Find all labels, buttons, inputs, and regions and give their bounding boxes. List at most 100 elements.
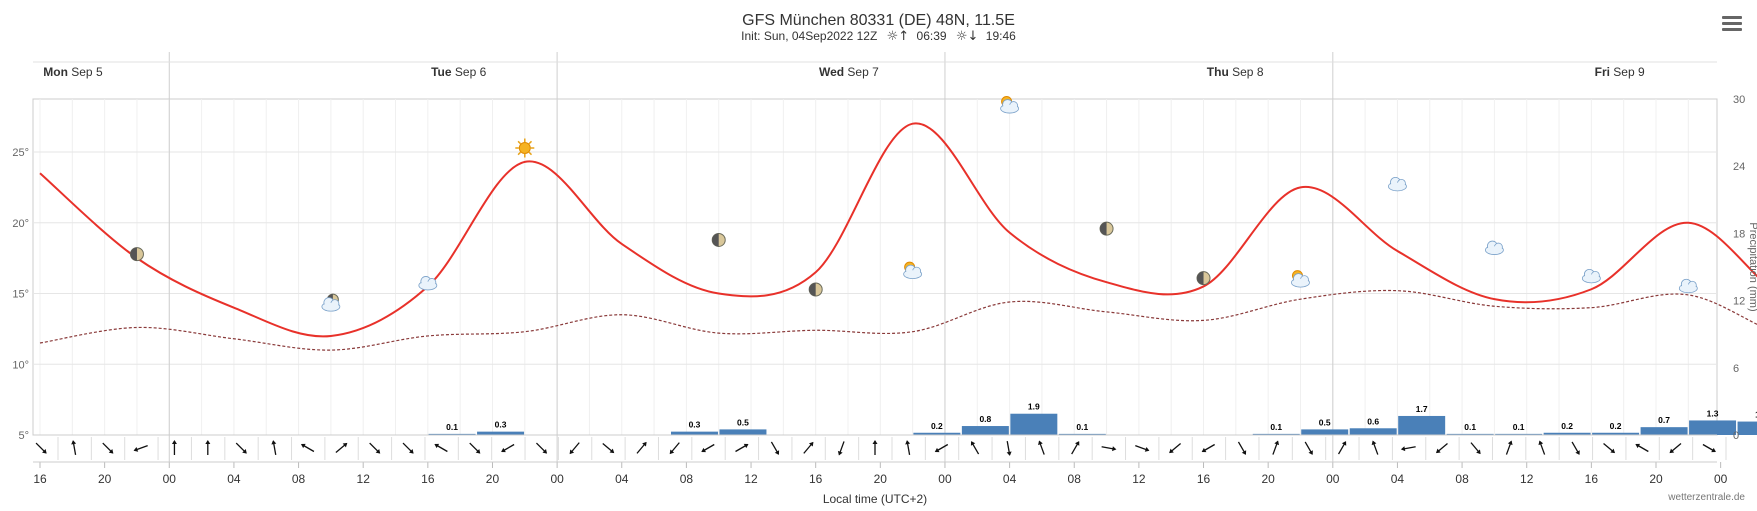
credit-label: wetterzentrale.de bbox=[1667, 492, 1745, 503]
x-tick-label: 20 bbox=[486, 472, 500, 486]
precip-label: 1.2 bbox=[1755, 410, 1757, 420]
sunrise-icon: ☼↑ bbox=[886, 29, 910, 44]
wind-arrow-icon bbox=[934, 443, 949, 453]
y-left-tick-label: 15° bbox=[12, 289, 29, 301]
precip-label: 0.2 bbox=[1610, 421, 1622, 431]
precip-label: 0.5 bbox=[737, 417, 749, 427]
precip-bar bbox=[428, 433, 476, 435]
sunset-time: 19:46 bbox=[985, 29, 1016, 43]
wind-arrow-icon bbox=[1702, 443, 1716, 453]
wind-arrow-icon bbox=[735, 443, 749, 453]
x-tick-label: 00 bbox=[550, 472, 564, 486]
day-label: Thu Sep 8 bbox=[1207, 65, 1264, 79]
x-tick-label: 12 bbox=[357, 472, 371, 486]
x-tick-label: 08 bbox=[1068, 472, 1082, 486]
wind-arrow-icon bbox=[1169, 443, 1182, 454]
wind-arrow-icon bbox=[1538, 440, 1546, 455]
precip-bar bbox=[1252, 433, 1300, 435]
wind-arrow-icon bbox=[1237, 441, 1247, 455]
x-tick-label: 00 bbox=[938, 472, 952, 486]
precip-label: 0.5 bbox=[1319, 417, 1331, 427]
day-date: Sep 9 bbox=[1610, 65, 1645, 79]
precip-bar bbox=[1058, 433, 1106, 435]
x-tick-label: 04 bbox=[1003, 472, 1017, 486]
x-axis-title: Local time (UTC+2) bbox=[823, 492, 927, 506]
y-left-tick-label: 10° bbox=[12, 359, 29, 371]
precip-bar bbox=[1495, 433, 1543, 435]
precip-bar bbox=[1689, 420, 1737, 435]
x-tick-label: 16 bbox=[1197, 472, 1211, 486]
wind-arrow-icon bbox=[602, 443, 615, 454]
precip-label: 0.7 bbox=[1658, 415, 1670, 425]
wind-arrow-icon bbox=[1337, 441, 1347, 455]
precip-label: 0.1 bbox=[1076, 422, 1088, 432]
precip-label: 1.7 bbox=[1416, 404, 1428, 414]
wind-arrow-icon bbox=[1038, 440, 1045, 455]
hamburger-menu-icon[interactable] bbox=[1722, 16, 1742, 32]
y-right-tick-label: 0 bbox=[1733, 430, 1739, 442]
y-left-tick-label: 25° bbox=[12, 147, 29, 159]
wind-arrow-icon bbox=[300, 443, 315, 453]
day-date: Sep 7 bbox=[844, 65, 879, 79]
wind-arrow-icon bbox=[102, 442, 114, 454]
precip-bar bbox=[1010, 413, 1058, 435]
precip-label: 0.2 bbox=[1561, 421, 1573, 431]
wind-arrow-icon bbox=[501, 443, 515, 453]
wind-arrow-icon bbox=[369, 442, 381, 454]
x-tick-label: 16 bbox=[421, 472, 435, 486]
cloud-icon bbox=[1678, 278, 1698, 294]
cloud-icon bbox=[1485, 240, 1504, 255]
day-name: Wed bbox=[819, 65, 844, 79]
day-date: Sep 8 bbox=[1229, 65, 1264, 79]
wind-arrow-icon bbox=[434, 443, 448, 453]
plot-frame bbox=[32, 98, 1718, 436]
moon-icon bbox=[808, 282, 823, 297]
moon-icon bbox=[1099, 221, 1114, 236]
x-tick-label: 08 bbox=[1455, 472, 1469, 486]
wind-arrow-icon bbox=[1470, 442, 1481, 455]
precip-bar bbox=[1640, 427, 1688, 435]
sunset-icon: ☼↓ bbox=[955, 29, 979, 44]
day-label: Tue Sep 6 bbox=[431, 65, 486, 79]
day-name: Tue bbox=[431, 65, 452, 79]
y-left-tick-label: 5° bbox=[18, 430, 29, 442]
x-tick-label: 12 bbox=[1520, 472, 1534, 486]
y-right-axis-title: Precipitation (mm) bbox=[1747, 222, 1757, 311]
x-tick-label: 12 bbox=[744, 472, 758, 486]
precip-label: 0.1 bbox=[446, 422, 458, 432]
wind-arrow-icon bbox=[1006, 440, 1012, 456]
wind-arrow-icon bbox=[1603, 443, 1616, 454]
y-right-tick-label: 12 bbox=[1733, 296, 1745, 308]
precip-label: 0.3 bbox=[689, 420, 701, 430]
precip-label: 0.1 bbox=[1513, 422, 1525, 432]
precip-bar bbox=[1398, 415, 1446, 435]
x-tick-label: 00 bbox=[1714, 472, 1728, 486]
wind-arrow-icon bbox=[701, 443, 715, 453]
x-tick-label: 00 bbox=[1326, 472, 1340, 486]
wind-arrow-icon bbox=[970, 441, 980, 455]
x-tick-label: 04 bbox=[1391, 472, 1405, 486]
x-tick-label: 20 bbox=[1261, 472, 1275, 486]
wind-arrow-icon bbox=[535, 442, 548, 454]
wind-arrow-icon bbox=[1304, 441, 1313, 455]
precip-bar bbox=[670, 431, 718, 435]
y-right-tick-label: 6 bbox=[1733, 363, 1739, 375]
precip-label: 0.1 bbox=[1464, 422, 1476, 432]
wind-arrow-icon bbox=[1071, 441, 1080, 455]
wind-arrow-icon bbox=[837, 441, 845, 456]
precip-label: 0.3 bbox=[495, 420, 507, 430]
x-tick-label: 20 bbox=[98, 472, 112, 486]
x-tick-label: 16 bbox=[809, 472, 823, 486]
x-tick-label: 04 bbox=[227, 472, 241, 486]
wind-arrow-icon bbox=[669, 442, 680, 455]
day-date: Sep 6 bbox=[452, 65, 487, 79]
wind-arrow-icon bbox=[235, 442, 247, 454]
wind-row bbox=[33, 434, 1727, 463]
precip-label: 0.8 bbox=[979, 414, 991, 424]
wind-arrow-icon bbox=[1635, 443, 1649, 453]
sun-cloud-icon bbox=[1291, 270, 1310, 288]
precip-bar bbox=[1737, 421, 1757, 435]
wind-arrow-icon bbox=[271, 440, 277, 456]
x-tick-label: 16 bbox=[1585, 472, 1599, 486]
